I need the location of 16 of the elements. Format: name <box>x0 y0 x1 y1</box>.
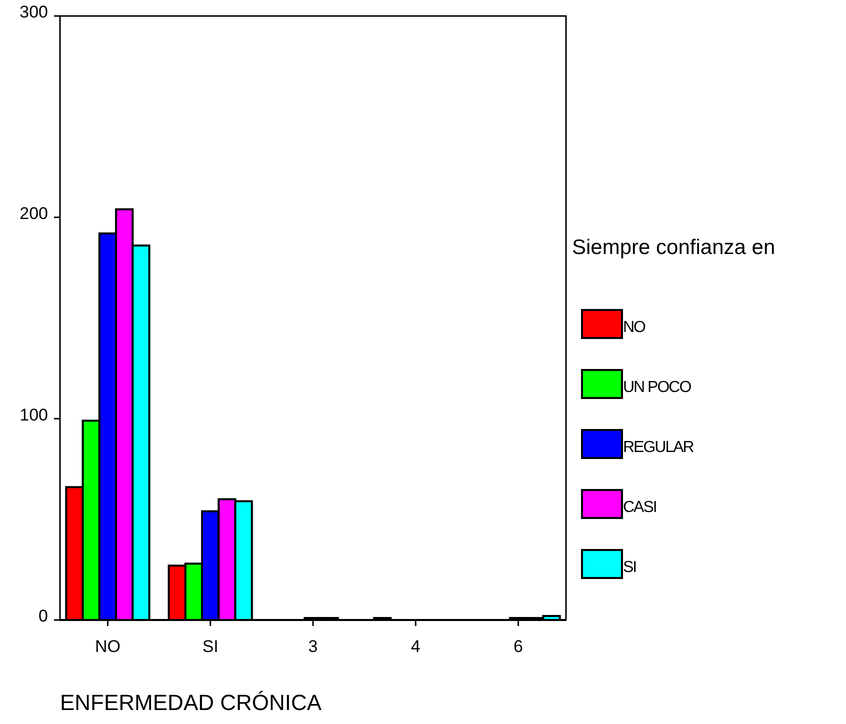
y-tick-label: 0 <box>38 606 48 626</box>
y-tick-label: 100 <box>20 405 48 424</box>
x-tick-label: 4 <box>410 637 420 656</box>
legend-label: REGULAR <box>623 439 694 456</box>
x-tick-label: NO <box>94 637 120 656</box>
x-tick-label: 6 <box>514 637 524 656</box>
x-axis-title: ENFERMEDAD CRÓNICA <box>60 690 322 715</box>
legend-label: CASI <box>623 499 656 516</box>
x-tick-label: SI <box>202 637 218 656</box>
y-tick-label: 300 <box>20 2 48 22</box>
y-tick-label: 200 <box>20 204 48 224</box>
legend-label: UN POCO <box>623 379 692 396</box>
x-tick-label: 3 <box>308 637 318 656</box>
legend-label: NO <box>623 319 646 336</box>
legend-label: SI <box>623 559 636 576</box>
legend-title: Siempre confianza en <box>572 236 776 259</box>
